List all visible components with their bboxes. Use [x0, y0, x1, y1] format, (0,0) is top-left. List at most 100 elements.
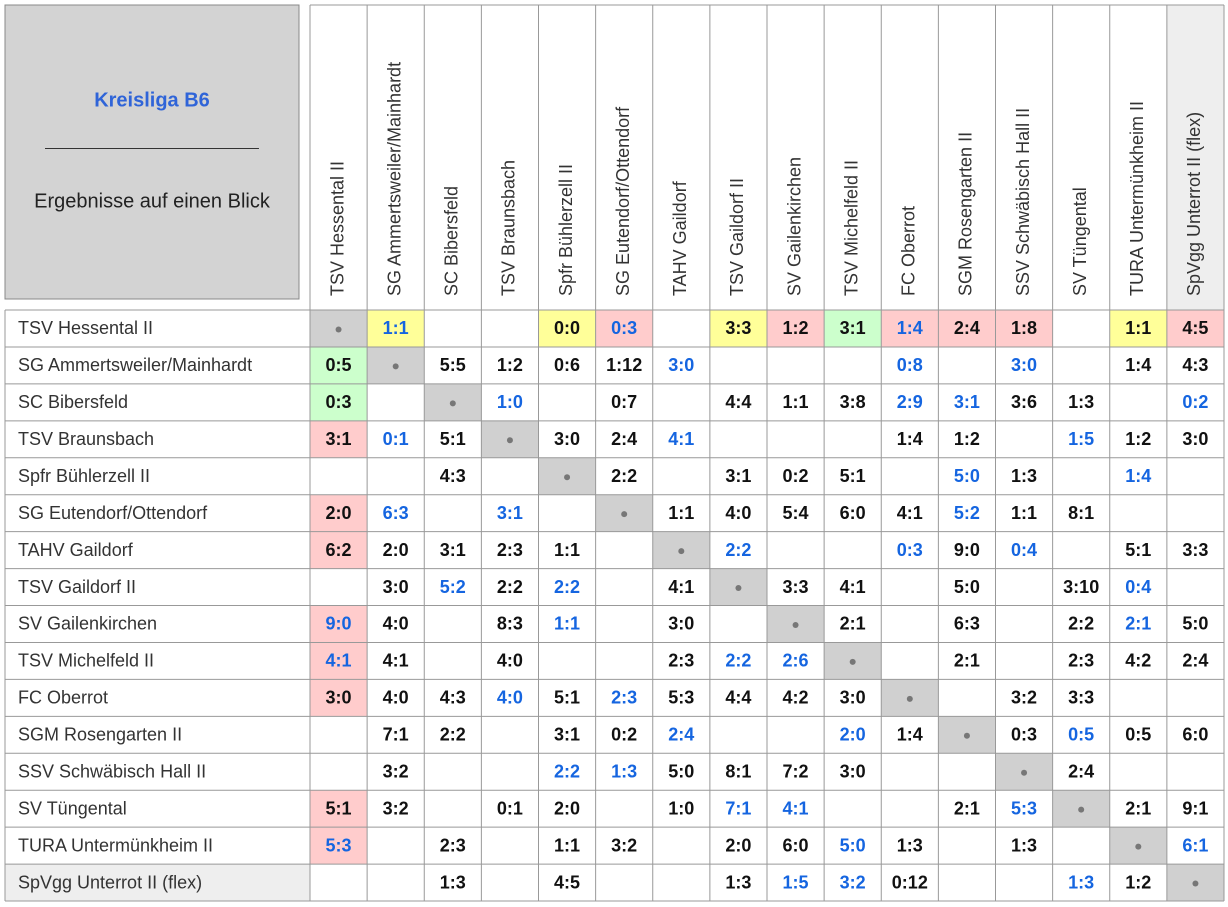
score: 4:2 — [783, 688, 809, 708]
row-header: TSV Gaildorf II — [18, 577, 136, 597]
score: 2:1 — [840, 614, 866, 634]
score: 6:2 — [326, 540, 352, 560]
row-header: SC Bibersfeld — [18, 392, 128, 412]
score: 5:2 — [954, 503, 980, 523]
column-header: TSV Gaildorf II — [727, 178, 747, 296]
score: 4:1 — [326, 651, 352, 671]
score: 1:3 — [611, 761, 637, 781]
score: 4:3 — [440, 466, 466, 486]
score: 6:3 — [383, 503, 409, 523]
score: 4:1 — [840, 577, 866, 597]
score: 3:0 — [554, 429, 580, 449]
score: 0:12 — [892, 872, 928, 892]
score: 6:3 — [954, 614, 980, 634]
column-header: FC Oberrot — [899, 206, 919, 296]
score: 3:2 — [611, 835, 637, 855]
column-header: Spfr Bühlerzell II — [556, 164, 576, 296]
score: 2:2 — [725, 651, 751, 671]
score: 3:3 — [783, 577, 809, 597]
row-header: TURA Untermünkheim II — [18, 835, 213, 855]
title-box — [4, 4, 300, 300]
score: 5:0 — [954, 577, 980, 597]
score: 0:1 — [497, 798, 523, 818]
column-header: SpVgg Unterrot II (flex) — [1184, 112, 1204, 296]
column-header: SG Eutendorf/Ottendorf — [613, 106, 633, 296]
score: 4:0 — [383, 614, 409, 634]
score: 3:1 — [326, 429, 352, 449]
row-header: FC Oberrot — [18, 688, 108, 708]
score-bg — [310, 790, 368, 828]
column-header: TSV Michelfeld II — [841, 160, 861, 296]
diagonal-dot — [392, 363, 399, 370]
score-bg — [367, 310, 425, 347]
score: 5:3 — [668, 688, 694, 708]
score: 2:3 — [497, 540, 523, 560]
score: 3:1 — [440, 540, 466, 560]
score: 3:3 — [1068, 688, 1094, 708]
row-header: TAHV Gaildorf — [18, 540, 134, 560]
score-bg — [310, 383, 368, 421]
score: 2:1 — [954, 798, 980, 818]
score: 0:7 — [611, 392, 637, 412]
score: 1:1 — [783, 392, 809, 412]
score: 1:3 — [1011, 466, 1037, 486]
diagonal-dot — [1021, 769, 1028, 776]
score: 0:4 — [1125, 577, 1151, 597]
score: 4:5 — [1182, 318, 1208, 338]
score: 3:0 — [668, 355, 694, 375]
score: 8:1 — [725, 761, 751, 781]
score: 2:3 — [1068, 651, 1094, 671]
score-bg — [709, 310, 767, 347]
divider: ________________________ — [44, 133, 260, 150]
score: 3:0 — [383, 577, 409, 597]
score: 2:2 — [554, 577, 580, 597]
score: 0:2 — [611, 725, 637, 745]
score: 2:0 — [840, 725, 866, 745]
row-header-bg — [5, 864, 310, 901]
score: 5:5 — [440, 355, 466, 375]
score: 2:1 — [954, 651, 980, 671]
row-header: Spfr Bühlerzell II — [18, 466, 150, 486]
score: 0:2 — [1182, 392, 1208, 412]
subtitle: Ergebnisse auf einen Blick — [34, 190, 271, 212]
score-bg — [938, 310, 996, 347]
score: 4:1 — [897, 503, 923, 523]
score: 0:4 — [1011, 540, 1037, 560]
score-bg — [310, 679, 368, 717]
score-bg — [310, 642, 368, 680]
column-header: SGM Rosengarten II — [956, 132, 976, 296]
score: 8:1 — [1068, 503, 1094, 523]
diagonal-dot — [621, 511, 628, 518]
score: 2:9 — [897, 392, 923, 412]
score: 9:0 — [326, 614, 352, 634]
score: 5:2 — [440, 577, 466, 597]
score: 4:0 — [725, 503, 751, 523]
column-header: TURA Untermünkheim II — [1127, 101, 1147, 296]
score: 1:0 — [497, 392, 523, 412]
score-bg — [595, 310, 653, 347]
score: 1:4 — [897, 429, 923, 449]
diagonal-dot — [1078, 806, 1085, 813]
score: 1:3 — [725, 872, 751, 892]
score: 2:0 — [326, 503, 352, 523]
score-bg — [538, 310, 596, 347]
score: 1:5 — [1068, 429, 1094, 449]
score: 1:12 — [606, 355, 642, 375]
row-header: SV Tüngental — [18, 798, 127, 818]
score: 8:3 — [497, 614, 523, 634]
column-header: SV Tüngental — [1070, 187, 1090, 296]
column-header: TSV Hessental II — [327, 161, 347, 296]
score: 1:2 — [783, 318, 809, 338]
score: 1:4 — [897, 318, 923, 338]
score-bg — [1109, 310, 1167, 347]
score: 6:0 — [783, 835, 809, 855]
score: 0:3 — [611, 318, 637, 338]
score: 3:10 — [1063, 577, 1099, 597]
column-header: TSV Braunsbach — [499, 160, 519, 296]
score: 1:4 — [1125, 355, 1151, 375]
score: 1:1 — [554, 835, 580, 855]
score: 1:0 — [668, 798, 694, 818]
score: 4:1 — [383, 651, 409, 671]
score: 2:4 — [954, 318, 980, 338]
score: 3:0 — [1011, 355, 1037, 375]
